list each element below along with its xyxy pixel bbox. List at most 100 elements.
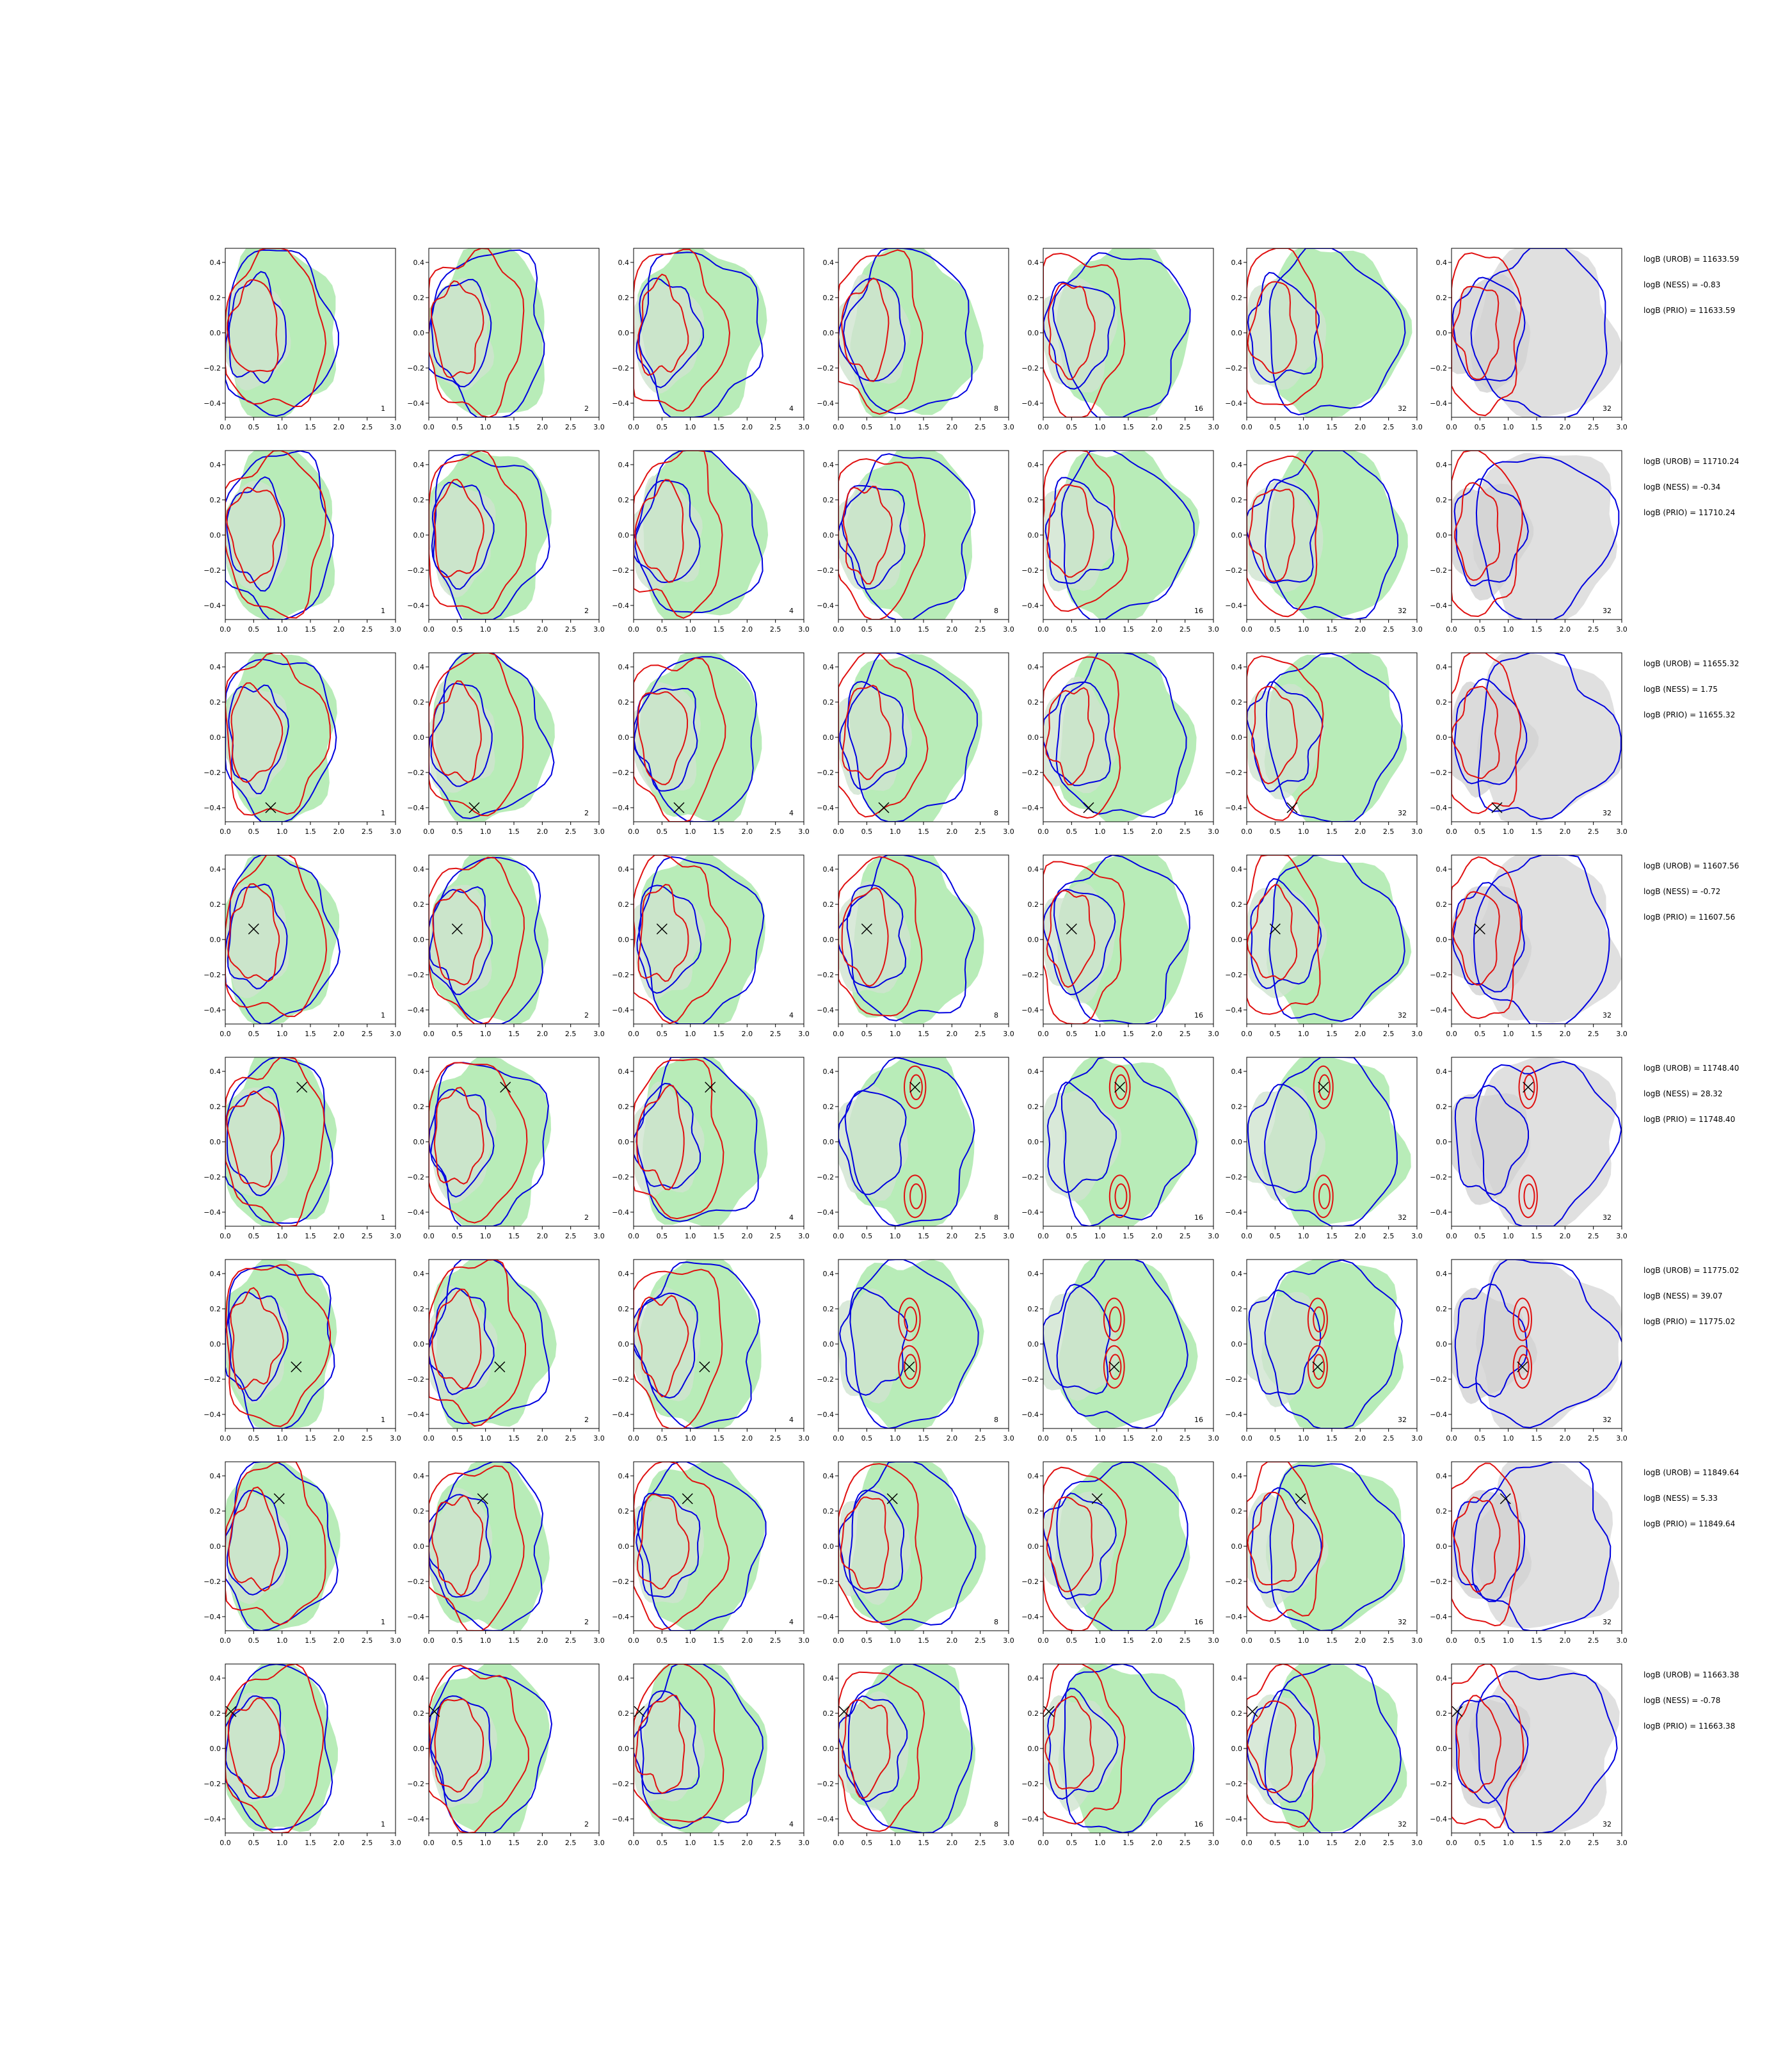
- x-tick-label: 2.5: [362, 1434, 373, 1443]
- red-outer-contour: [225, 1057, 325, 1226]
- x-tick-label: 2.5: [975, 1030, 986, 1038]
- y-tick-label: −0.2: [204, 971, 221, 979]
- blue-outer-contour: [1477, 653, 1622, 820]
- x-tick-label: 0.5: [248, 423, 260, 431]
- x-tick-label: 1.5: [1123, 1839, 1134, 1847]
- x-tick-label: 2.5: [975, 1636, 986, 1645]
- x-tick-label: 1.5: [1531, 828, 1542, 836]
- shaded-inner-density: [1247, 1492, 1329, 1609]
- y-tick-label: 0.0: [1436, 1745, 1448, 1753]
- true-value-marker: [1247, 1706, 1258, 1717]
- x-tick-label: 2.0: [1560, 1636, 1571, 1645]
- x-tick-label: 2.0: [1355, 1030, 1366, 1038]
- panel-count-label: 32: [1398, 1618, 1407, 1626]
- y-tick-label: 0.0: [413, 1745, 425, 1753]
- red-mode-contour: [1517, 1354, 1530, 1380]
- panel-contours: [1452, 1462, 1620, 1631]
- y-tick-label: −0.2: [612, 1578, 629, 1586]
- y-tick-label: −0.4: [612, 1613, 629, 1621]
- y-tick-label: 0.4: [210, 1270, 221, 1278]
- y-tick-label: −0.4: [204, 1613, 221, 1621]
- red-inner-contour: [226, 1090, 282, 1188]
- panel-r4-c4: 0.0 0.5 1.0 1.5 2.0 2.5 3.0 0.4 0.2 0.0 −0.2 −0.4 8: [817, 854, 1014, 1038]
- x-tick-label: 3.0: [390, 423, 401, 431]
- red-mode-contour: [1103, 1345, 1125, 1389]
- y-tick-label: 0.0: [823, 531, 835, 540]
- y-tick-label: −0.2: [1430, 566, 1447, 575]
- x-tick-label: 0.0: [220, 828, 231, 836]
- x-tick-label: 3.0: [390, 1232, 401, 1240]
- shaded-inner-density: [1247, 1694, 1326, 1805]
- red-outer-contour: [634, 1268, 723, 1428]
- x-tick-label: 0.0: [220, 1636, 231, 1645]
- y-tick-label: 0.0: [823, 1745, 835, 1753]
- x-tick-label: 0.5: [248, 1839, 260, 1847]
- shaded-inner-density: [1043, 1491, 1116, 1610]
- y-tick-label: −0.4: [1430, 1815, 1447, 1823]
- x-tick-label: 0.5: [452, 1030, 463, 1038]
- x-tick-label: 2.5: [565, 1232, 577, 1240]
- y-tick-label: 0.4: [1231, 1674, 1243, 1683]
- panel-count-label: 4: [789, 404, 794, 413]
- x-tick-label: 0.5: [861, 423, 873, 431]
- x-tick-label: 0.0: [1446, 423, 1457, 431]
- panel-contours: [429, 1260, 557, 1428]
- red-outer-contour: [429, 451, 527, 614]
- x-tick-label: 0.5: [657, 1434, 668, 1443]
- red-outer-contour: [1043, 656, 1121, 819]
- true-value-marker: [1517, 1361, 1528, 1373]
- x-tick-label: 2.0: [742, 1434, 753, 1443]
- blue-inner-contour: [226, 1086, 285, 1197]
- red-inner-contour: [431, 1494, 484, 1597]
- panel-r3-c7: 0.0 0.5 1.0 1.5 2.0 2.5 3.0 0.4 0.2 0.0 −0.2 −0.4 32: [1430, 652, 1628, 836]
- y-tick-label: −0.4: [1021, 1208, 1039, 1217]
- panel-count-label: 1: [381, 1820, 385, 1828]
- blue-outer-contour: [1476, 1670, 1618, 1833]
- red-outer-contour: [225, 653, 332, 816]
- x-tick-label: 2.5: [362, 1636, 373, 1645]
- x-tick-label: 2.5: [362, 828, 373, 836]
- red-inner-contour: [842, 684, 892, 780]
- y-tick-label: 0.4: [823, 1472, 835, 1480]
- y-tick-label: −0.2: [204, 566, 221, 575]
- panel-count-label: 4: [789, 607, 794, 615]
- red-outer-contour: [1043, 1466, 1128, 1631]
- y-tick-label: −0.2: [1430, 364, 1447, 372]
- panel-count-label: 4: [789, 1416, 794, 1424]
- shaded-inner-density: [1452, 1288, 1538, 1404]
- y-tick-label: 0.4: [618, 1270, 630, 1278]
- red-outer-contour: [1452, 451, 1523, 618]
- panel-contours: [838, 451, 976, 620]
- x-tick-label: 2.0: [742, 1839, 753, 1847]
- x-tick-label: 0.5: [1270, 1030, 1281, 1038]
- panel-r3-c2: 0.0 0.5 1.0 1.5 2.0 2.5 3.0 0.4 0.2 0.0 −0.2 −0.4 2: [407, 652, 605, 836]
- blue-inner-contour: [839, 1287, 908, 1396]
- red-outer-contour: [838, 1463, 923, 1623]
- y-tick-label: −0.4: [204, 1006, 221, 1014]
- red-outer-contour: [1247, 1462, 1324, 1622]
- x-tick-label: 1.0: [1094, 1030, 1106, 1038]
- blue-inner-contour: [1454, 1084, 1529, 1196]
- x-tick-label: 0.0: [423, 1839, 435, 1847]
- panel-count-label: 4: [789, 1618, 794, 1626]
- red-mode-contour: [909, 1074, 923, 1101]
- x-tick-label: 1.5: [1326, 1839, 1338, 1847]
- x-tick-label: 0.0: [1241, 1839, 1252, 1847]
- x-tick-label: 2.5: [565, 1434, 577, 1443]
- y-tick-label: −0.2: [817, 1173, 834, 1181]
- x-tick-label: 2.0: [1151, 828, 1163, 836]
- true-value-marker: [634, 1706, 645, 1717]
- y-tick-label: −0.4: [204, 602, 221, 610]
- panel-r8-c1: 0.0 0.5 1.0 1.5 2.0 2.5 3.0 0.4 0.2 0.0 −0.2 −0.4 1: [204, 1663, 401, 1847]
- y-tick-label: −0.4: [1021, 602, 1039, 610]
- x-tick-label: 1.5: [305, 1030, 316, 1038]
- y-tick-label: 0.4: [413, 865, 425, 874]
- y-tick-label: 0.0: [618, 1745, 630, 1753]
- y-tick-label: 0.0: [413, 1340, 425, 1348]
- shaded-inner-density: [225, 1692, 287, 1802]
- x-tick-label: 1.0: [890, 1434, 901, 1443]
- panel-r4-c6: 0.0 0.5 1.0 1.5 2.0 2.5 3.0 0.4 0.2 0.0 −0.2 −0.4 32: [1225, 854, 1423, 1038]
- x-tick-label: 3.0: [1208, 1839, 1219, 1847]
- x-tick-label: 0.0: [1241, 1232, 1252, 1240]
